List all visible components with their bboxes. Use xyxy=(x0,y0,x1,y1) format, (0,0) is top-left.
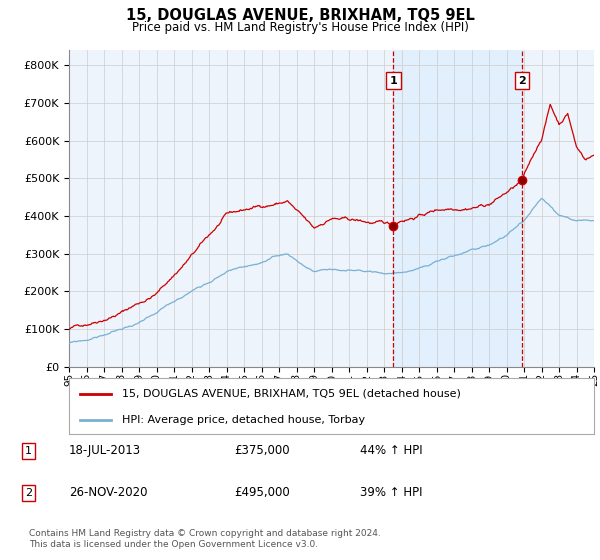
Text: 15, DOUGLAS AVENUE, BRIXHAM, TQ5 9EL: 15, DOUGLAS AVENUE, BRIXHAM, TQ5 9EL xyxy=(125,8,475,24)
Text: 15, DOUGLAS AVENUE, BRIXHAM, TQ5 9EL (detached house): 15, DOUGLAS AVENUE, BRIXHAM, TQ5 9EL (de… xyxy=(121,389,460,399)
Text: 39% ↑ HPI: 39% ↑ HPI xyxy=(360,486,422,500)
Text: Contains HM Land Registry data © Crown copyright and database right 2024.
This d: Contains HM Land Registry data © Crown c… xyxy=(29,529,380,549)
Text: 26-NOV-2020: 26-NOV-2020 xyxy=(69,486,148,500)
Text: 44% ↑ HPI: 44% ↑ HPI xyxy=(360,444,422,458)
Text: 18-JUL-2013: 18-JUL-2013 xyxy=(69,444,141,458)
Text: HPI: Average price, detached house, Torbay: HPI: Average price, detached house, Torb… xyxy=(121,415,365,425)
Bar xyxy=(394,50,522,367)
Text: £495,000: £495,000 xyxy=(234,486,290,500)
Text: £375,000: £375,000 xyxy=(234,444,290,458)
Text: 2: 2 xyxy=(518,76,526,86)
Text: 2: 2 xyxy=(25,488,32,498)
Text: 1: 1 xyxy=(25,446,32,456)
Text: 1: 1 xyxy=(389,76,397,86)
Text: Price paid vs. HM Land Registry's House Price Index (HPI): Price paid vs. HM Land Registry's House … xyxy=(131,21,469,34)
